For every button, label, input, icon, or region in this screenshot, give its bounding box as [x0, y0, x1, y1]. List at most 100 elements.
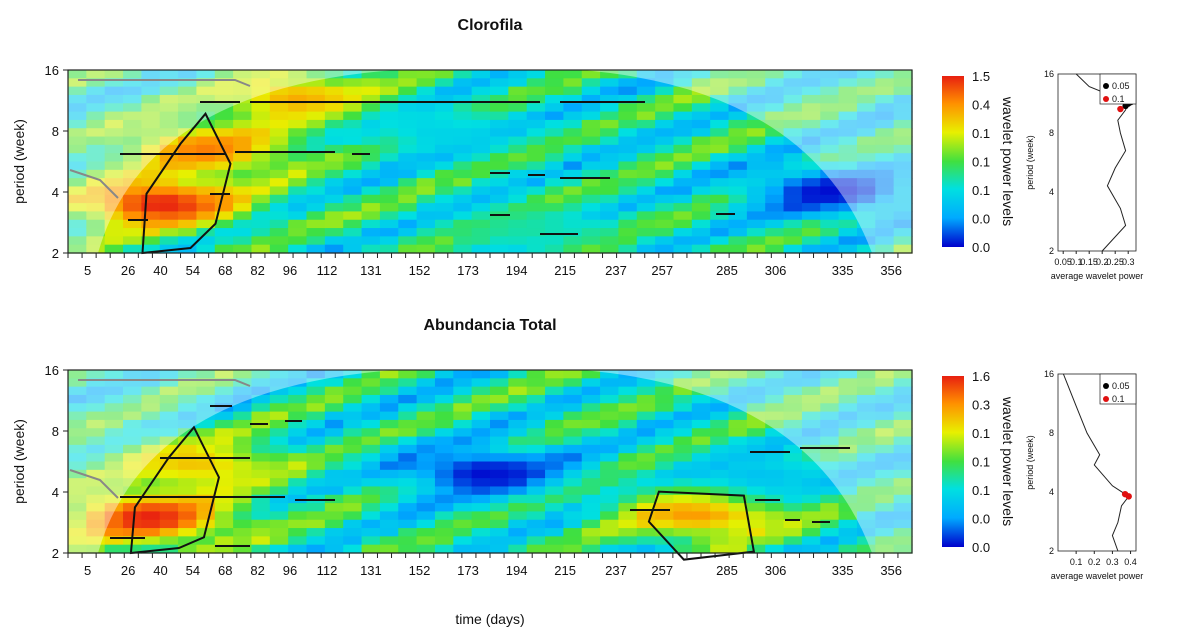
- heatmap-cell: [490, 428, 509, 438]
- heatmap-cell: [618, 411, 638, 421]
- heatmap-cell: [710, 169, 730, 179]
- heatmap-cell: [233, 70, 253, 79]
- heatmap-cell: [178, 461, 198, 471]
- heatmap-cell: [159, 144, 179, 154]
- heatmap-cell: [710, 78, 730, 88]
- heatmap-cell: [214, 528, 234, 537]
- heatmap-cell: [398, 228, 418, 237]
- heatmap-cell: [673, 94, 693, 104]
- heatmap-cell: [856, 194, 876, 204]
- heatmap-cell: [526, 536, 546, 546]
- heatmap-cell: [893, 469, 913, 479]
- heatmap-cell: [783, 153, 803, 163]
- heatmap-cell: [893, 436, 913, 446]
- heatmap-cell: [123, 444, 142, 454]
- heatmap-cell: [838, 419, 858, 429]
- heatmap-cell: [545, 78, 564, 88]
- heatmap-cell: [361, 419, 381, 429]
- heatmap-cell: [251, 136, 271, 146]
- heatmap-cell: [86, 211, 106, 221]
- x-tick-label: 215: [554, 263, 576, 278]
- heatmap-cell: [398, 544, 418, 554]
- heatmap-cell: [178, 178, 198, 188]
- heatmap-cell: [856, 519, 876, 529]
- heatmap-cell: [233, 103, 253, 113]
- heatmap-cell: [434, 111, 454, 121]
- heatmap-cell: [728, 386, 748, 396]
- heatmap-cell: [434, 503, 454, 513]
- heatmap-cell: [453, 111, 473, 121]
- heatmap-cell: [526, 544, 546, 554]
- heatmap-cell: [104, 436, 124, 446]
- heatmap-cell: [600, 444, 620, 454]
- heatmap-cell: [783, 103, 803, 113]
- heatmap-cell: [618, 511, 638, 521]
- heatmap-cell: [68, 94, 87, 104]
- heatmap-cell: [104, 94, 124, 104]
- heatmap-cell: [434, 119, 454, 129]
- heatmap-cell: [875, 428, 895, 438]
- heatmap-cell: [196, 153, 216, 163]
- heatmap-cell: [361, 486, 381, 496]
- heatmap-cell: [545, 86, 564, 96]
- heatmap-cell: [324, 528, 344, 537]
- heatmap-cell: [361, 536, 381, 546]
- heatmap-cell: [159, 428, 179, 438]
- heatmap-cell: [453, 469, 473, 479]
- heatmap-cell: [893, 136, 913, 146]
- heatmap-cell: [820, 244, 840, 254]
- heatmap-cell: [343, 94, 363, 104]
- heatmap-cell: [343, 194, 363, 204]
- heatmap-cell: [600, 453, 620, 463]
- heatmap-cell: [875, 244, 895, 254]
- heatmap-cell: [783, 111, 803, 121]
- heatmap-cell: [801, 136, 821, 146]
- heatmap-cell: [214, 103, 234, 113]
- heatmap-cell: [600, 428, 620, 438]
- significance-point: [1125, 493, 1132, 500]
- heatmap-cell: [141, 128, 161, 138]
- heatmap-cell: [838, 478, 858, 488]
- heatmap-cell: [104, 453, 124, 463]
- heatmap-cell: [471, 544, 491, 554]
- heatmap-cell: [673, 228, 693, 237]
- heatmap-cell: [838, 178, 858, 188]
- heatmap-cell: [159, 494, 179, 504]
- heatmap-cell: [838, 119, 858, 129]
- heatmap-cell: [728, 94, 748, 104]
- heatmap-cell: [251, 428, 271, 438]
- heatmap-cell: [343, 86, 363, 96]
- heatmap-cell: [508, 70, 528, 79]
- heatmap-cell: [416, 394, 436, 404]
- heatmap-cell: [581, 411, 601, 421]
- heatmap-cell: [269, 370, 289, 379]
- heatmap-cell: [343, 378, 363, 388]
- heatmap-cell: [398, 178, 418, 188]
- heatmap-cell: [563, 128, 583, 138]
- heatmap-cell: [783, 386, 803, 396]
- heatmap-cell: [104, 244, 124, 254]
- heatmap-cell: [453, 161, 473, 171]
- heatmap-cell: [434, 528, 454, 537]
- heatmap-cell: [471, 386, 491, 396]
- heatmap-cell: [801, 453, 821, 463]
- heatmap-cell: [893, 78, 913, 88]
- heatmap-cell: [324, 370, 344, 379]
- heatmap-cell: [288, 478, 308, 488]
- heatmap-cell: [655, 386, 675, 396]
- heatmap-cell: [178, 219, 198, 229]
- heatmap-cell: [893, 444, 913, 454]
- heatmap-cell: [178, 228, 198, 237]
- heatmap-cell: [783, 536, 803, 546]
- heatmap-cell: [398, 128, 418, 138]
- ridge-line-outside-coi: [78, 79, 251, 87]
- heatmap-cell: [490, 544, 509, 554]
- heatmap-cell: [416, 411, 436, 421]
- heatmap-cell: [471, 461, 491, 471]
- heatmap-cell: [838, 236, 858, 246]
- heatmap-cell: [746, 436, 766, 446]
- heatmap-cell: [343, 444, 363, 454]
- heatmap-cell: [710, 236, 730, 246]
- heatmap-cell: [178, 478, 198, 488]
- heatmap-cell: [361, 244, 381, 254]
